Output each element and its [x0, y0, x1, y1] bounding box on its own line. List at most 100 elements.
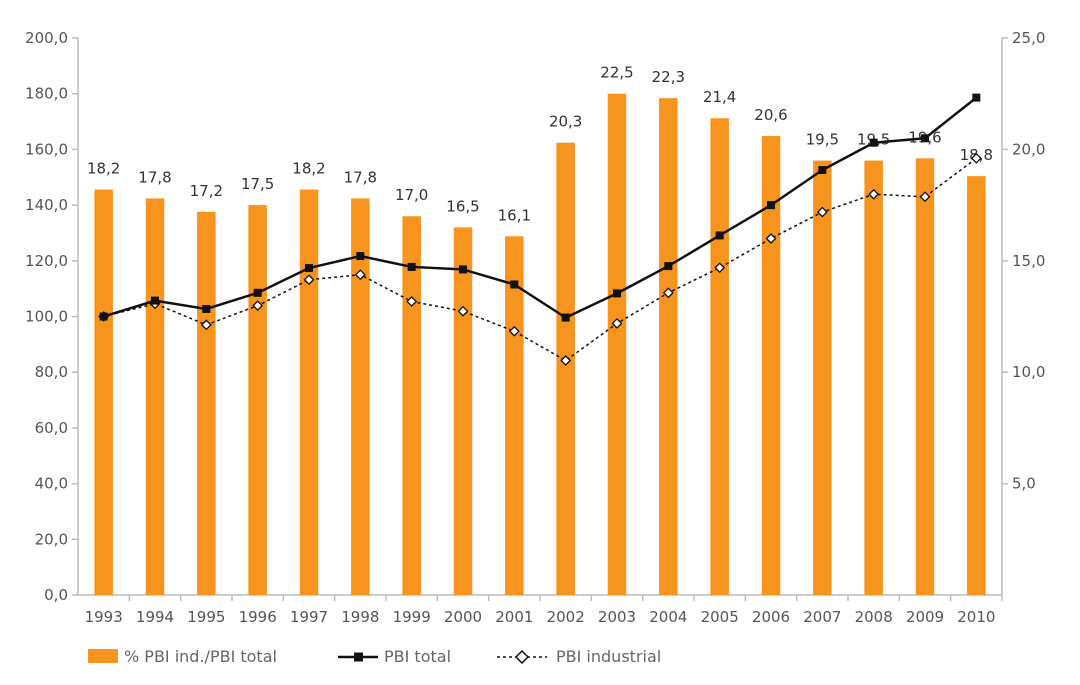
pbi-total-point: [305, 264, 313, 273]
x-tick-label: 2007: [803, 608, 841, 626]
bar: [556, 142, 575, 595]
bar-data-label: 17,0: [395, 186, 428, 204]
pbi-total-point: [869, 138, 878, 147]
pbi-industrial-point: [919, 191, 931, 203]
pbi-total-point: [202, 304, 211, 313]
x-tick-label: 2001: [495, 608, 533, 626]
pbi-total-point: [818, 166, 827, 175]
bar: [351, 198, 370, 595]
left-tick-label: 40,0: [35, 475, 68, 493]
legend-total-marker: [354, 652, 363, 662]
pbi-industrial-point: [303, 274, 315, 286]
right-tick-label: 25,0: [1012, 29, 1045, 47]
pbi-industrial-point: [252, 300, 264, 312]
bar: [453, 227, 473, 595]
bar-data-label: 18,2: [292, 160, 325, 178]
left-tick-label: 160,0: [25, 140, 68, 158]
pbi-industrial-point: [868, 188, 880, 200]
x-tick-label: 2006: [752, 608, 790, 626]
bar-data-label: 17,8: [344, 168, 377, 186]
bar: [967, 176, 986, 596]
left-tick-label: 100,0: [25, 308, 68, 326]
bar-data-label: 18,2: [87, 160, 120, 178]
bar-data-label: 22,3: [652, 68, 685, 86]
x-tick-label: 2010: [957, 608, 995, 626]
pbi-industrial-point: [457, 305, 469, 317]
bar: [402, 216, 421, 596]
x-tick-label: 1996: [239, 608, 277, 626]
legend-bar-swatch: [88, 649, 118, 663]
x-tick-label: 2009: [906, 608, 944, 626]
bar-labels: 18,2 17,8 17,2 17,5 18,2 17,8 17,0 16,5 16,1 20,3…: [87, 64, 993, 225]
left-tick-label: 20,0: [35, 530, 68, 548]
legend-industrial-marker: [514, 649, 530, 665]
pbi-total-point: [561, 313, 570, 322]
bar: [710, 118, 729, 595]
x-tick-label: 2000: [444, 608, 482, 626]
left-tick-label: 140,0: [25, 196, 68, 214]
left-tick-label: 120,0: [25, 252, 68, 270]
left-tick-label: 180,0: [25, 85, 68, 103]
bar-series: [94, 93, 986, 596]
bar: [813, 160, 832, 596]
bar: [761, 136, 781, 596]
bar-data-label: 19,5: [806, 131, 839, 149]
right-tick-label: 15,0: [1012, 252, 1045, 270]
bar-data-label: 17,5: [241, 175, 274, 193]
legend-label-industrial: PBI industrial: [556, 647, 661, 666]
x-tick-label: 1998: [341, 608, 379, 626]
left-tick-label: 200,0: [25, 29, 68, 47]
bar: [607, 93, 627, 595]
axes: 0,0 20,0 40,0 60,0 80,0 100,0 120,0 140,0 160,0 1…: [25, 29, 1045, 626]
x-tick-label: 2002: [547, 608, 585, 626]
x-tick-label: 2008: [855, 608, 893, 626]
x-tick-label: 1999: [393, 608, 431, 626]
right-tick-label: 5,0: [1012, 475, 1036, 493]
pbi-total-point: [151, 296, 159, 305]
bar: [864, 160, 883, 596]
left-tick-label: 80,0: [35, 363, 68, 381]
pbi-total-point: [664, 262, 673, 271]
pbi-industrial-point: [406, 296, 418, 307]
bar-data-label: 21,4: [703, 88, 736, 106]
x-tick-label: 1993: [85, 608, 123, 626]
pbi-industrial-point: [816, 206, 828, 218]
pbi-total-point: [459, 265, 467, 274]
pbi-industrial-point: [611, 318, 623, 329]
x-tick-label: 2005: [701, 608, 739, 626]
left-tick-label: 0,0: [44, 586, 68, 604]
pbi-total-line: [103, 96, 978, 320]
legend: % PBI ind./PBI total PBI total PBI industr…: [88, 647, 661, 666]
pbi-total-point: [715, 231, 724, 240]
bar-data-label: 17,2: [190, 182, 223, 200]
bar: [915, 158, 935, 595]
bar-data-label: 16,1: [498, 206, 531, 224]
pbi-total-point: [613, 289, 621, 298]
pbi-industrial-point: [765, 233, 777, 244]
bar-data-label: 17,8: [138, 168, 171, 186]
pbi-industrial-point: [560, 355, 572, 366]
pbi-industrial-line: [103, 157, 977, 362]
x-tick-label: 1997: [290, 608, 328, 626]
pbi-industrial-point: [200, 319, 212, 331]
line-series: [98, 93, 982, 366]
pbi-industrial-point: [970, 152, 982, 164]
pbi-total-point: [99, 312, 108, 321]
pbi-industrial-point: [714, 262, 726, 274]
pbi-total-point: [253, 288, 262, 297]
bar-data-label: 16,5: [446, 197, 479, 215]
bar-data-label: 20,6: [754, 106, 787, 124]
bar: [197, 211, 216, 595]
legend-label-pct: % PBI ind./PBI total: [124, 647, 277, 666]
bar: [94, 189, 113, 595]
bar: [659, 98, 678, 595]
x-tick-label: 2003: [598, 608, 636, 626]
x-tick-label: 2004: [649, 608, 687, 626]
right-tick-label: 10,0: [1012, 363, 1045, 381]
pbi-industrial-point: [508, 325, 520, 337]
x-tick-label: 1995: [187, 608, 225, 626]
pbi-total-point: [356, 252, 365, 261]
right-tick-label: 20,0: [1012, 140, 1045, 158]
pbi-total-point: [972, 93, 981, 102]
